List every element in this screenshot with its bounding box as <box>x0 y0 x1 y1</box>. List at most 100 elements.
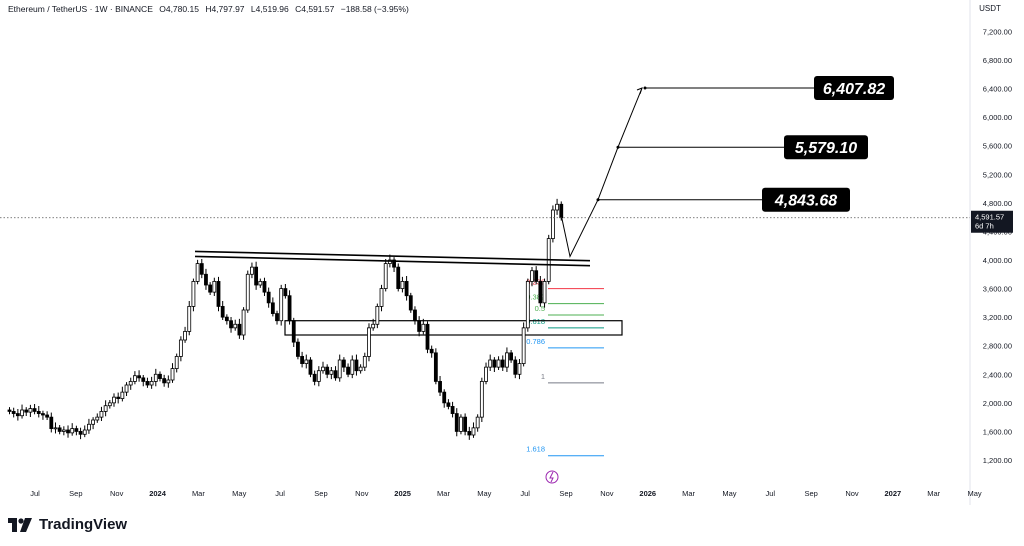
candle-body[interactable] <box>124 384 129 393</box>
candle-body[interactable] <box>199 263 204 275</box>
candle-body[interactable] <box>141 377 146 382</box>
candle-body[interactable] <box>36 411 41 414</box>
candle-body[interactable] <box>74 428 79 432</box>
candle-body[interactable] <box>128 381 133 386</box>
candle-body[interactable] <box>479 381 484 418</box>
target-badge[interactable] <box>784 135 868 160</box>
candle-body[interactable] <box>559 203 564 219</box>
candle-body[interactable] <box>341 359 346 368</box>
candle-body[interactable] <box>446 402 451 407</box>
candle-body[interactable] <box>346 366 350 375</box>
candle-body[interactable] <box>333 370 338 379</box>
candle-body[interactable] <box>492 359 497 368</box>
candle-body[interactable] <box>329 370 334 375</box>
candle-body[interactable] <box>450 406 455 414</box>
candle-body[interactable] <box>258 281 263 286</box>
candle-body[interactable] <box>270 302 275 314</box>
candle-body[interactable] <box>496 359 501 368</box>
candle-body[interactable] <box>488 359 493 368</box>
candle-body[interactable] <box>7 409 12 412</box>
candle-body[interactable] <box>408 295 413 311</box>
candle-body[interactable] <box>166 379 171 384</box>
symbol-title[interactable]: Ethereum / TetherUS · 1W · BINANCE <box>8 4 153 14</box>
candle-body[interactable] <box>195 263 200 282</box>
candle-body[interactable] <box>32 408 37 412</box>
candle-body[interactable] <box>517 363 522 375</box>
candle-body[interactable] <box>509 352 514 361</box>
candle-body[interactable] <box>463 416 468 432</box>
candle-body[interactable] <box>254 266 259 286</box>
candle-body[interactable] <box>538 281 543 304</box>
candle-body[interactable] <box>137 375 141 379</box>
candle-body[interactable] <box>438 381 442 393</box>
candle-body[interactable] <box>11 411 16 414</box>
candle-body[interactable] <box>413 309 417 322</box>
candle-body[interactable] <box>362 356 367 368</box>
candle-body[interactable] <box>425 323 430 350</box>
candle-body[interactable] <box>208 284 213 293</box>
candle-body[interactable] <box>78 431 83 435</box>
candle-body[interactable] <box>216 281 221 307</box>
candle-body[interactable] <box>87 423 91 431</box>
candle-body[interactable] <box>421 323 426 332</box>
candle-body[interactable] <box>367 327 371 357</box>
candle-body[interactable] <box>229 320 233 329</box>
candle-body[interactable] <box>404 281 409 297</box>
candle-body[interactable] <box>212 281 217 293</box>
candle-body[interactable] <box>250 266 254 275</box>
tradingview-logo[interactable]: TradingView <box>8 516 127 533</box>
candle-body[interactable] <box>233 323 238 329</box>
candle-body[interactable] <box>170 368 175 381</box>
candle-body[interactable] <box>153 373 158 382</box>
candle-body[interactable] <box>325 366 330 375</box>
candle-body[interactable] <box>275 313 279 322</box>
target-badge[interactable] <box>762 187 850 212</box>
candle-body[interactable] <box>379 288 384 307</box>
candle-body[interactable] <box>375 306 380 325</box>
candle-body[interactable] <box>542 281 547 304</box>
candle-body[interactable] <box>400 281 405 289</box>
candle-body[interactable] <box>471 427 476 436</box>
candle-body[interactable] <box>49 416 54 429</box>
candle-body[interactable] <box>350 359 355 375</box>
candle-body[interactable] <box>467 431 472 436</box>
candle-body[interactable] <box>241 309 246 336</box>
candle-body[interactable] <box>178 339 183 357</box>
candle-body[interactable] <box>107 402 112 407</box>
candle-body[interactable] <box>513 359 518 375</box>
candle-body[interactable] <box>57 427 62 432</box>
candle-body[interactable] <box>204 273 208 286</box>
candle-body[interactable] <box>183 331 187 341</box>
candle-body[interactable] <box>555 203 559 211</box>
candle-body[interactable] <box>500 359 505 368</box>
candle-body[interactable] <box>70 428 75 434</box>
candle-body[interactable] <box>15 413 20 417</box>
trendline-upper[interactable] <box>194 250 591 262</box>
candle-body[interactable] <box>112 396 116 404</box>
candle-body[interactable] <box>291 320 296 343</box>
candle-body[interactable] <box>61 429 66 432</box>
candle-body[interactable] <box>158 373 162 379</box>
candle-body[interactable] <box>475 416 480 429</box>
candle-body[interactable] <box>220 306 225 318</box>
candle-body[interactable] <box>20 409 24 417</box>
candle-body[interactable] <box>187 306 192 332</box>
candle-body[interactable] <box>245 273 250 311</box>
candle-body[interactable] <box>521 327 526 364</box>
candle-body[interactable] <box>525 281 530 329</box>
candle-body[interactable] <box>392 259 396 268</box>
candle-body[interactable] <box>337 359 342 379</box>
support-zone-box[interactable] <box>284 320 623 336</box>
candle-body[interactable] <box>308 359 313 375</box>
candle-body[interactable] <box>459 416 463 432</box>
candle-body[interactable] <box>383 263 388 289</box>
candle-body[interactable] <box>354 359 359 372</box>
candle-body[interactable] <box>433 352 438 382</box>
candle-body[interactable] <box>266 291 271 304</box>
candle-body[interactable] <box>149 381 154 386</box>
candle-body[interactable] <box>237 323 242 336</box>
candle-body[interactable] <box>454 413 459 432</box>
candle-body[interactable] <box>95 416 100 421</box>
candle-body[interactable] <box>396 266 401 289</box>
